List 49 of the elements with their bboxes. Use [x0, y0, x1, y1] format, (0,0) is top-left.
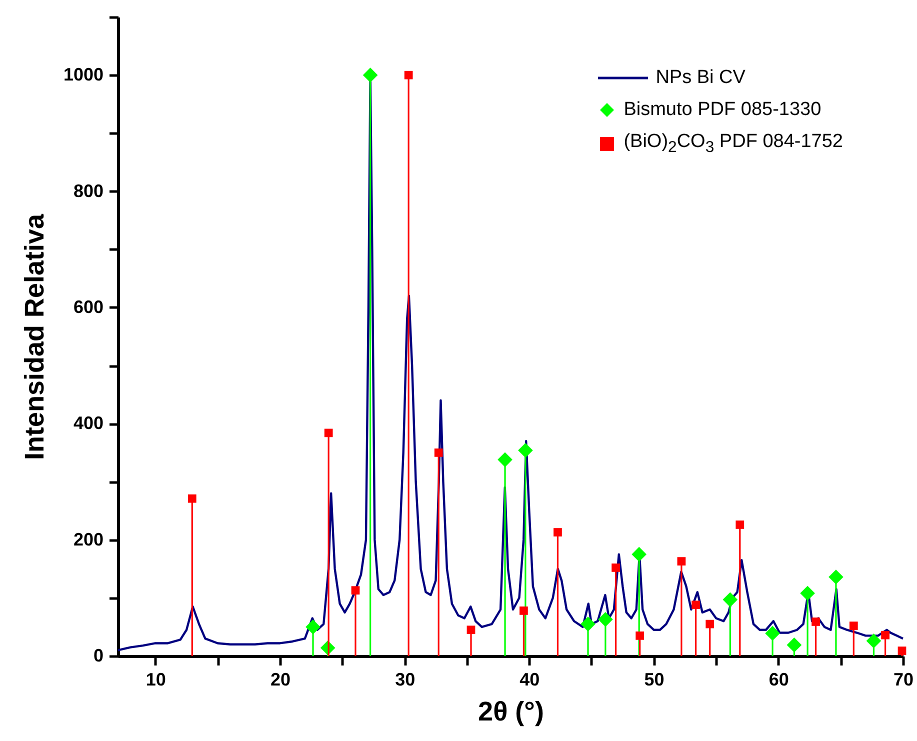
point: [632, 546, 647, 562]
x-tick-label: 10: [146, 670, 166, 690]
x-tick-label: 70: [893, 670, 914, 690]
point: [812, 618, 820, 626]
x-tick-label: 50: [644, 670, 664, 690]
point: [362, 68, 378, 83]
x-tick-label: 40: [520, 670, 540, 690]
point: [306, 620, 320, 634]
point: [736, 520, 744, 529]
point: [351, 586, 360, 595]
y-tick-label: 200: [73, 529, 104, 550]
point: [881, 630, 890, 640]
point: [692, 600, 700, 610]
point: [518, 442, 533, 458]
point: [434, 448, 443, 457]
point: [612, 564, 620, 572]
x-tick-label: 30: [395, 670, 416, 690]
point: [404, 70, 413, 80]
point: [677, 557, 686, 566]
y-tick-label: 800: [73, 180, 104, 201]
point: [722, 592, 738, 608]
x-axis-title: 2θ (°): [478, 696, 544, 726]
point: [498, 452, 512, 468]
point: [580, 616, 596, 632]
legend-label: NPs Bi CV: [656, 67, 746, 89]
point: [324, 428, 333, 438]
point: [554, 528, 562, 536]
y-tick-label: 600: [73, 296, 104, 317]
point: [800, 586, 815, 601]
y-tick-label: 1000: [63, 64, 104, 85]
point: [188, 494, 196, 503]
point: [898, 646, 906, 655]
point: [636, 631, 644, 640]
legend-label: (BiO)$_{2}$CO$_{3}$ PDF 084-1752: [624, 131, 843, 157]
point: [849, 622, 858, 630]
point: [520, 606, 528, 615]
y-axis-title: Intensidad Relativa: [19, 212, 50, 460]
x-tick-label: 20: [270, 670, 290, 690]
point: [466, 626, 476, 634]
point: [866, 633, 882, 648]
x-tick-label: 60: [768, 670, 789, 690]
y-tick-label: 400: [73, 413, 104, 434]
point: [828, 570, 844, 584]
y-tick-label: 0: [93, 646, 104, 666]
point: [706, 620, 714, 628]
point: [786, 638, 802, 652]
point: [765, 626, 780, 641]
legend-label: Bismuto PDF 085-1330: [624, 99, 822, 121]
point: [598, 612, 613, 627]
